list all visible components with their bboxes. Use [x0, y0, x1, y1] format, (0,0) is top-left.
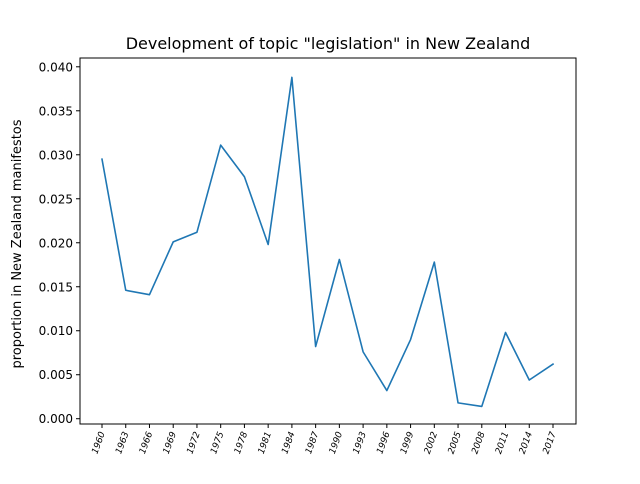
y-tick-label: 0.040	[39, 60, 73, 74]
y-tick-label: 0.025	[39, 192, 73, 206]
y-tick-label: 0.035	[39, 104, 73, 118]
y-tick-label: 0.015	[39, 280, 73, 294]
chart-title: Development of topic "legislation" in Ne…	[126, 34, 531, 53]
y-tick-label: 0.030	[39, 148, 73, 162]
y-tick-label: 0.005	[39, 368, 73, 382]
y-tick-label: 0.000	[39, 412, 73, 426]
y-tick-label: 0.010	[39, 324, 73, 338]
y-axis-label: proportion in New Zealand manifestos	[10, 119, 25, 368]
y-tick-label: 0.020	[39, 236, 73, 250]
